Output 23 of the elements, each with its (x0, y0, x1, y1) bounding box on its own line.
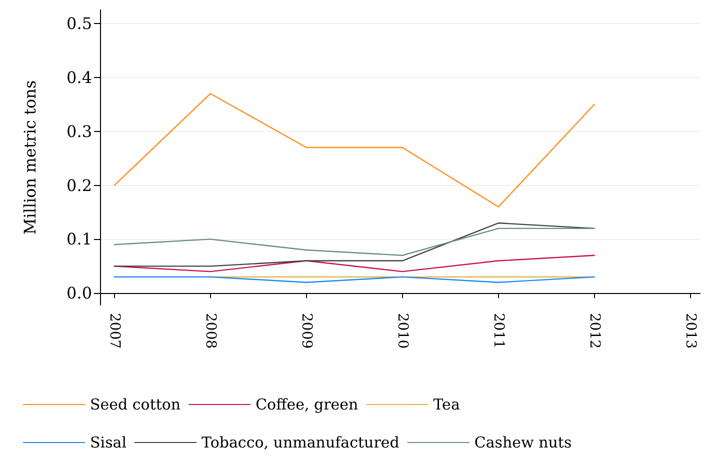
x-tick-label: 2010 (394, 313, 410, 349)
x-tick-label: 2012 (586, 313, 602, 349)
x-tick-label: 2009 (298, 313, 314, 349)
legend-label: Tea (433, 396, 460, 414)
legend-label: Coffee, green (256, 396, 359, 414)
y-tick-label: 0.4 (66, 68, 92, 87)
y-tick-label: 0.5 (66, 14, 92, 33)
line-series (114, 228, 595, 256)
legend-label: Sisal (90, 434, 127, 452)
x-tick-label: 2007 (106, 313, 122, 349)
legend-label: Tobacco, unmanufactured (202, 434, 400, 452)
legend-label: Cashew nuts (474, 434, 572, 452)
y-tick-label: 0.2 (66, 176, 92, 195)
legend-label: Seed cotton (90, 396, 181, 414)
line-series (114, 92, 595, 208)
line-series (114, 222, 595, 267)
x-tick-label: 2013 (682, 313, 698, 349)
x-tick-label: 2011 (490, 313, 506, 349)
y-tick-label: 0.1 (66, 230, 92, 249)
y-axis-title: Million metric tons (20, 80, 40, 235)
x-tick-label: 2008 (202, 313, 218, 349)
y-tick-label: 0.0 (66, 284, 92, 303)
y-tick-label: 0.3 (66, 122, 92, 141)
